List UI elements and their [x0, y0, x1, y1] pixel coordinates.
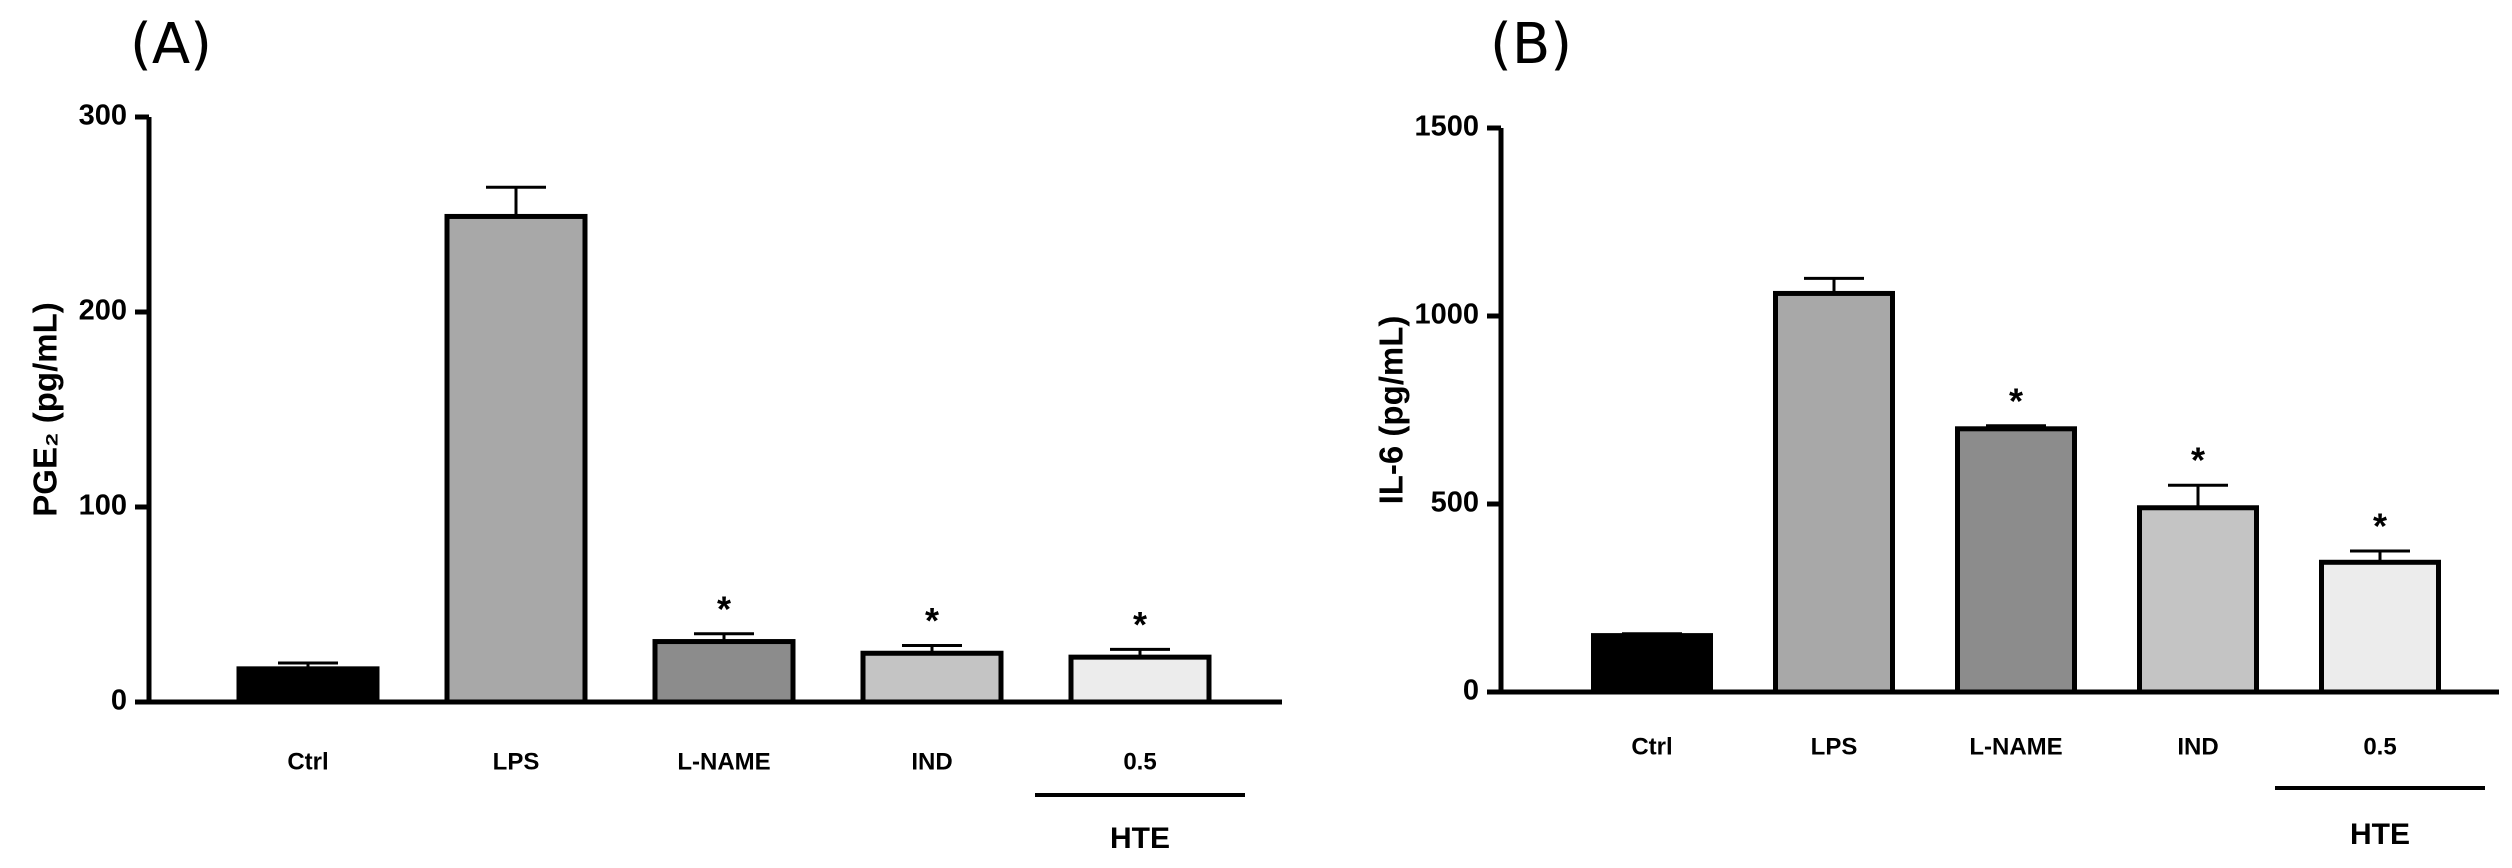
bar [2319, 559, 2441, 695]
y-axis-label: IL-6 (pg/mL) [1373, 316, 1410, 505]
significance-star: * [2009, 380, 2023, 421]
bar [860, 650, 1004, 705]
y-tick-label: 200 [79, 295, 127, 327]
significance-star: * [1133, 604, 1147, 645]
bar [652, 639, 796, 705]
x-tick-label: Ctrl [287, 748, 328, 775]
y-tick-label: 300 [79, 100, 127, 132]
x-tick-label: 0.5 [2363, 733, 2396, 760]
x-tick-label: IND [2177, 733, 2218, 760]
x-tick-label: Ctrl [1631, 733, 1672, 760]
significance-star: * [2373, 506, 2387, 547]
y-tick-label: 0 [1463, 675, 1479, 707]
significance-star: * [2191, 440, 2205, 481]
significance-star: * [925, 600, 939, 641]
x-tick-label: L-NAME [1969, 733, 2062, 760]
y-tick-label: 0 [111, 685, 127, 717]
x-tick-label: LPS [493, 748, 540, 775]
bar [1773, 290, 1895, 695]
bar [2137, 505, 2259, 695]
x-tick-label: LPS [1811, 733, 1858, 760]
bar [1955, 426, 2077, 695]
y-tick-label: 500 [1431, 487, 1479, 519]
group-label: HTE [2350, 818, 2410, 851]
bar [1068, 654, 1212, 705]
significance-star: * [717, 588, 731, 629]
x-tick-label: 0.5 [1123, 748, 1156, 775]
bar [444, 213, 588, 705]
y-axis-label: PGE₂ (pg/mL) [27, 302, 64, 516]
bar [1591, 633, 1713, 695]
y-tick-label: 100 [79, 490, 127, 522]
y-tick-label: 1000 [1414, 299, 1479, 331]
x-tick-label: L-NAME [677, 748, 770, 775]
group-label: HTE [1110, 822, 1170, 855]
y-tick-label: 1500 [1414, 111, 1479, 143]
x-tick-label: IND [911, 748, 952, 775]
panel-label: (A) [130, 12, 212, 77]
panel-label: (B) [1490, 12, 1572, 77]
bar [236, 666, 380, 705]
